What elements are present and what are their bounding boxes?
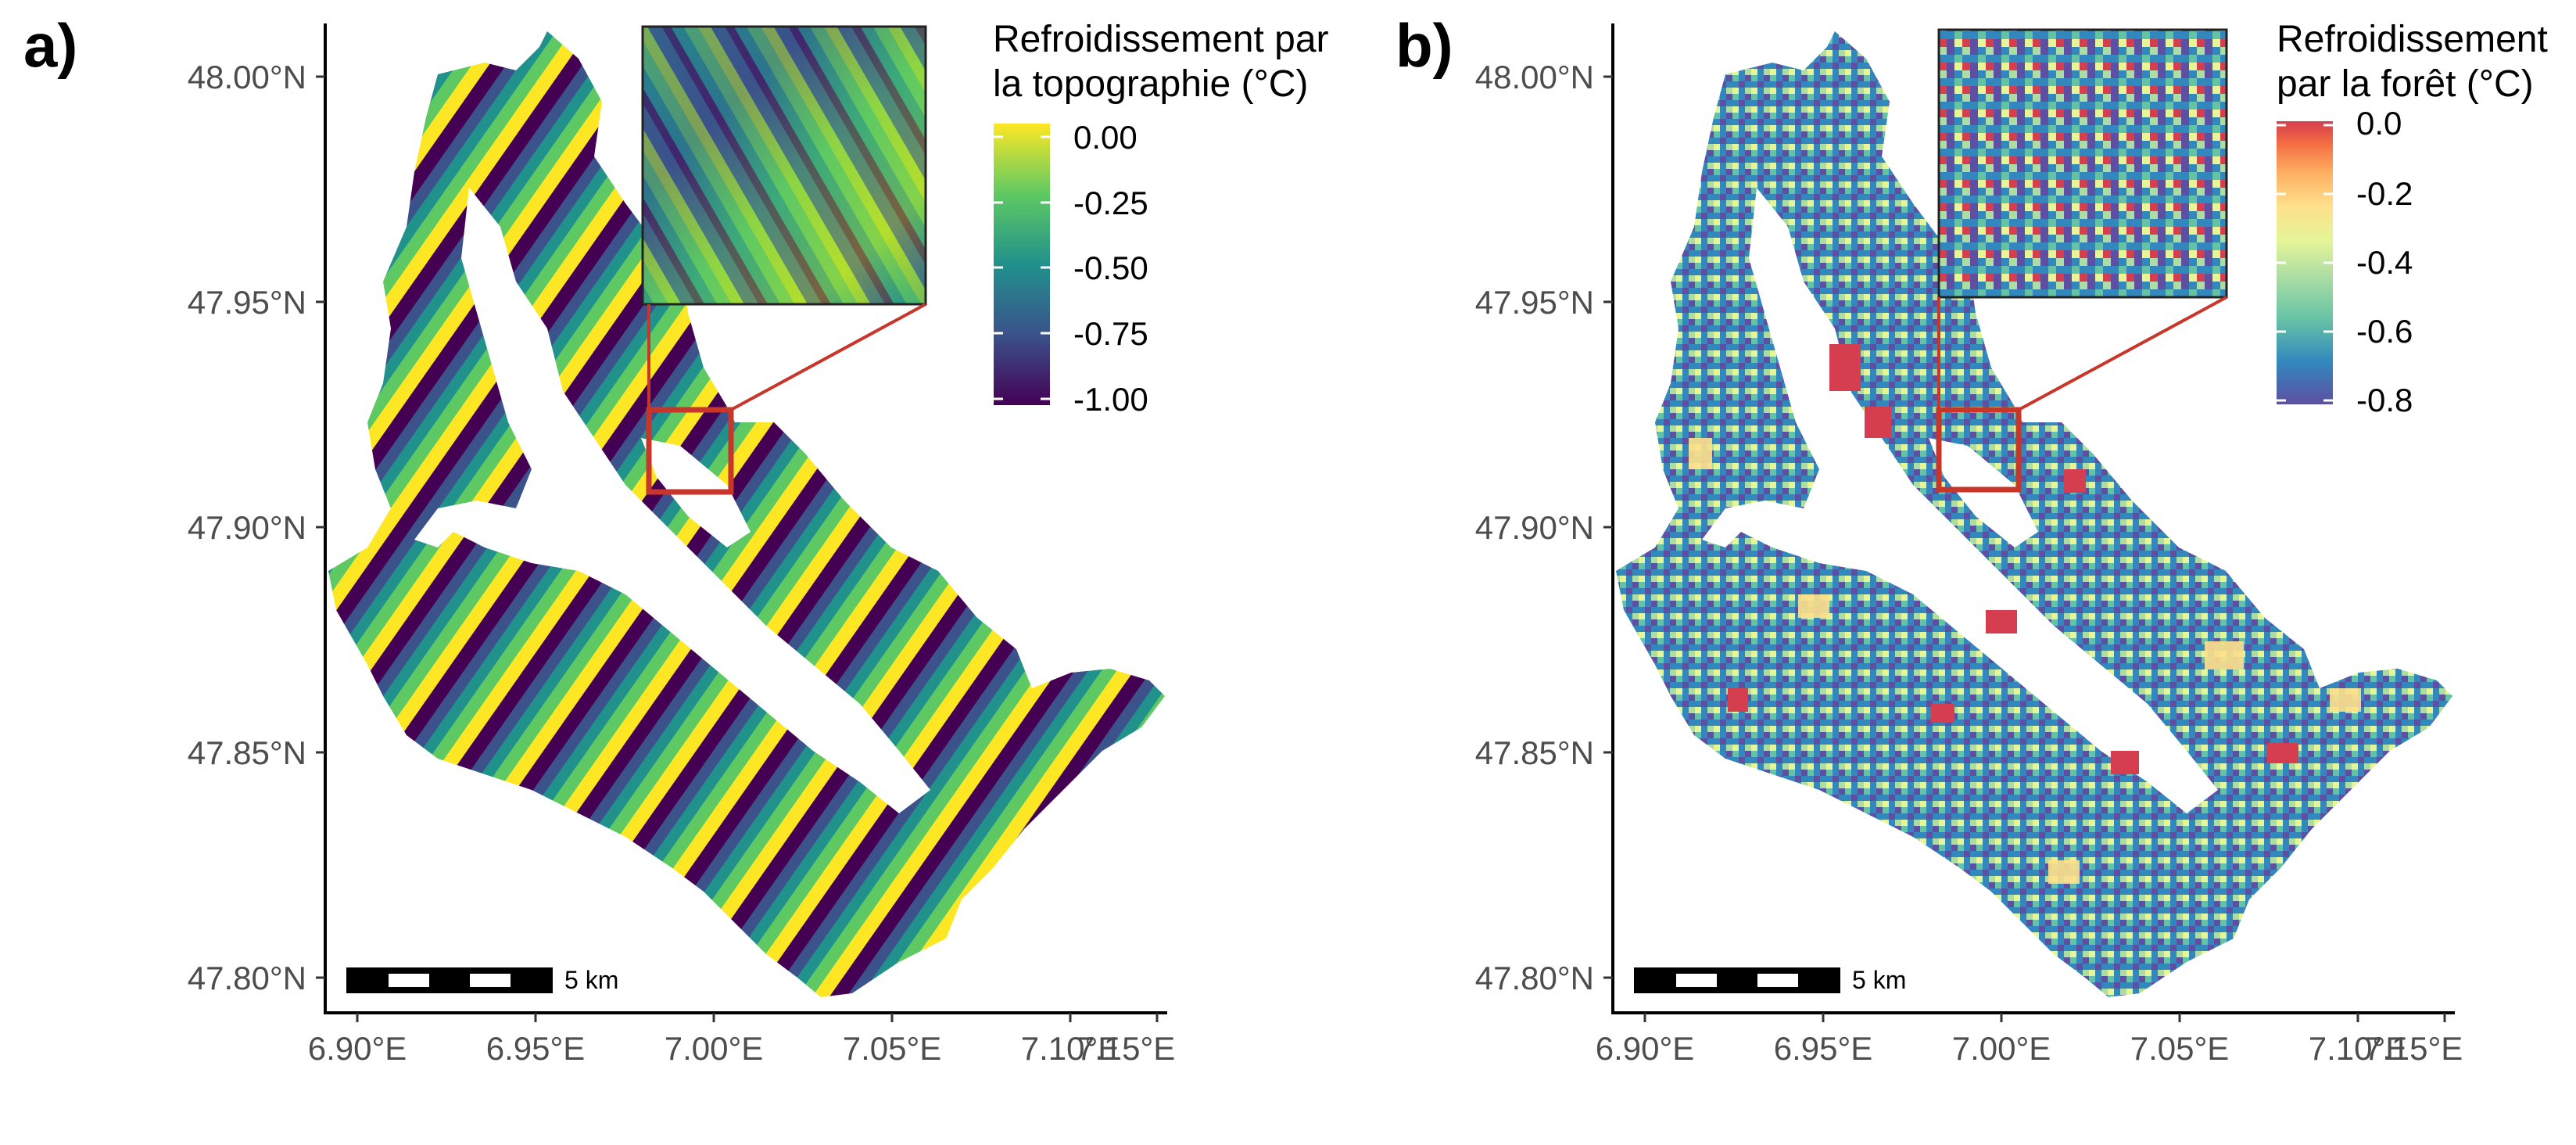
y-tick-label: 47.95°N — [188, 284, 306, 321]
inset-connector — [2018, 296, 2227, 411]
legend-label: -0.2 — [2356, 175, 2413, 212]
warm-patches — [1728, 344, 2298, 774]
x-tick-label: 6.90°E — [308, 1030, 407, 1067]
legend-label: -0.4 — [2356, 244, 2413, 281]
x-tick-label: 7.00°E — [1952, 1030, 2051, 1067]
x-tick-label: 7.15°E — [1077, 1030, 1176, 1067]
y-tick-label: 47.90°N — [1475, 509, 1594, 546]
y-tick-label: 47.85°N — [1475, 734, 1594, 771]
legend-a: Refroidissement par la topographie (°C) … — [993, 19, 1329, 418]
x-tick-label: 6.95°E — [1774, 1030, 1873, 1067]
legend-title: par la forêt (°C) — [2277, 63, 2534, 105]
panel-b: b) 48.00°N 47.95°N 47.90°N 47.85°N 47.80… — [1395, 11, 2548, 1067]
inset-image — [1939, 30, 2227, 297]
y-tick-label: 48.00°N — [188, 59, 306, 95]
legend-title: la topographie (°C) — [993, 63, 1308, 105]
y-tick-label: 47.95°N — [1475, 284, 1594, 321]
map-region-a — [328, 31, 1165, 997]
valley-gap — [414, 188, 930, 813]
scale-bar-label: 5 km — [564, 966, 618, 994]
panel-label-b: b) — [1395, 11, 1453, 80]
y-ticks: 48.00°N 47.95°N 47.90°N 47.85°N 47.80°N — [1475, 59, 1613, 996]
inset-location-box — [1936, 407, 2022, 493]
legend-label: -0.8 — [2356, 382, 2413, 418]
x-tick-label: 7.00°E — [665, 1030, 764, 1067]
x-ticks: 6.90°E 6.95°E 7.00°E 7.05°E 7.10°E 7.15°… — [308, 1013, 1176, 1067]
scale-bar-b: 5 km — [1634, 966, 1906, 994]
x-tick-label: 7.05°E — [2130, 1030, 2230, 1067]
inset-location-box — [646, 407, 734, 495]
inset-frame — [1937, 28, 2228, 299]
x-tick-label: 7.10°E — [2309, 1030, 2408, 1067]
y-ticks: 48.00°N 47.95°N 47.90°N 47.85°N 47.80°N — [188, 59, 325, 996]
inset-a — [641, 25, 927, 495]
inset-connector — [730, 303, 926, 411]
x-tick-label: 6.90°E — [1596, 1030, 1695, 1067]
y-tick-label: 47.90°N — [188, 509, 306, 546]
legend-label: -1.00 — [1073, 381, 1148, 418]
colorbar — [994, 124, 1050, 405]
legend-label: -0.50 — [1073, 249, 1148, 286]
inset-b — [1936, 28, 2228, 493]
scale-bar-label: 5 km — [1852, 966, 1906, 994]
inset-frame — [641, 25, 927, 306]
x-tick-label: 6.95°E — [486, 1030, 586, 1067]
legend-title: Refroidissement — [2277, 19, 2548, 60]
yellow-patches — [1689, 438, 2361, 884]
map-region-b — [1616, 31, 2452, 997]
panel-label-a: a) — [23, 11, 77, 80]
legend-label: 0.00 — [1073, 119, 1138, 156]
x-tick-label: 7.15°E — [2364, 1030, 2463, 1067]
y-tick-label: 48.00°N — [1475, 59, 1594, 95]
legend-label: -0.25 — [1073, 185, 1148, 221]
legend-label: -0.6 — [2356, 313, 2413, 350]
legend-b: Refroidissement par la forêt (°C) 0.0 -0… — [2277, 19, 2548, 418]
x-tick-label: 7.05°E — [843, 1030, 942, 1067]
y-tick-label: 47.80°N — [188, 960, 306, 996]
x-tick-label: 7.10°E — [1021, 1030, 1120, 1067]
scale-bar-a: 5 km — [346, 966, 618, 994]
panel-a: a) 48.00°N 47.95°N 47.90°N 47.85°N 47.80… — [23, 11, 1329, 1067]
valley-branch — [1929, 438, 2038, 547]
y-tick-label: 47.80°N — [1475, 960, 1594, 996]
y-tick-label: 47.85°N — [188, 734, 306, 771]
legend-title: Refroidissement par — [993, 19, 1329, 60]
legend-label: 0.0 — [2356, 105, 2402, 142]
x-ticks: 6.90°E 6.95°E 7.00°E 7.05°E 7.10°E 7.15°… — [1596, 1013, 2463, 1067]
legend-label: -0.75 — [1073, 315, 1148, 352]
